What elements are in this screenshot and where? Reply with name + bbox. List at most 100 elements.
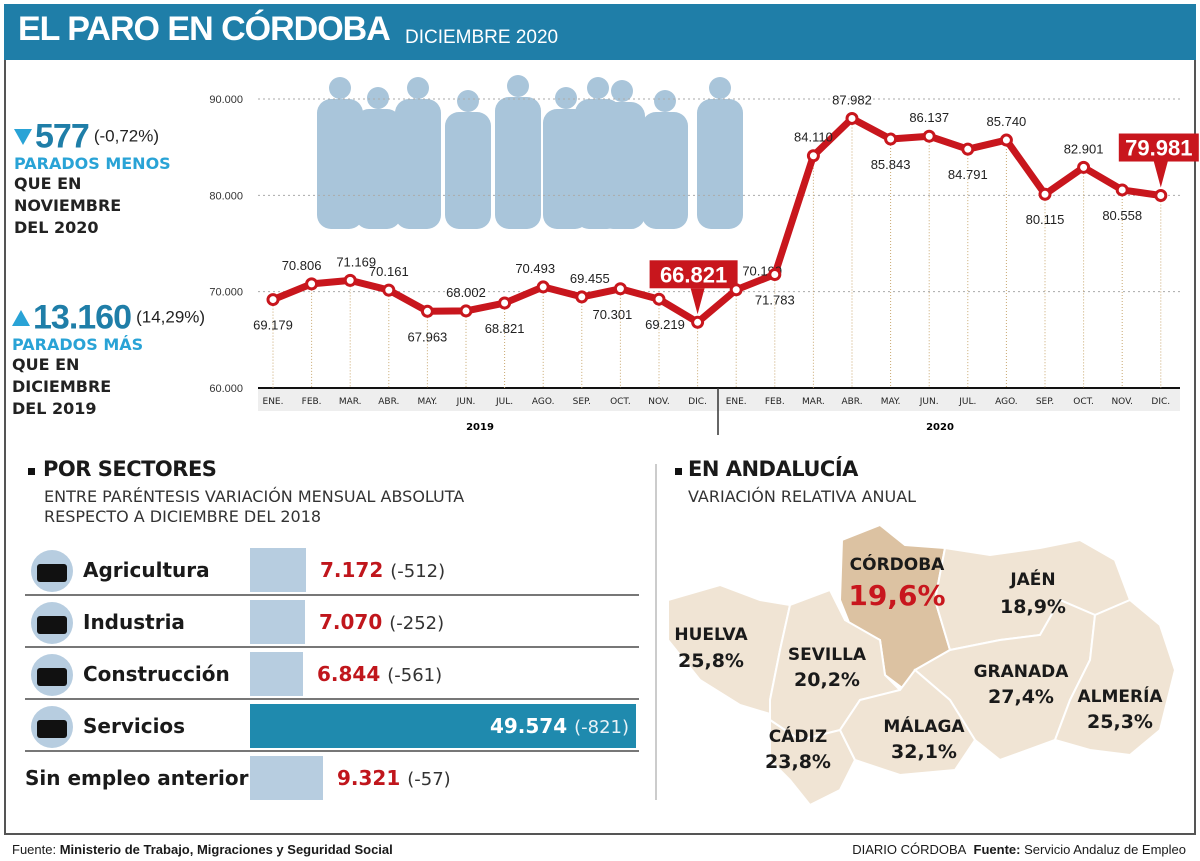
person-body [317, 99, 363, 229]
data-point [498, 296, 512, 310]
footer-source-right: DIARIO CÓRDOBA Fuente: Servicio Andaluz … [852, 842, 1186, 857]
data-label: 84.110 [794, 130, 833, 145]
x-tick-label: SEP. [573, 397, 591, 407]
x-tick-label: ENE. [263, 397, 284, 407]
province-name: MÁLAGA [883, 715, 965, 737]
sector-bar [250, 600, 305, 644]
data-label: 80.558 [1102, 208, 1142, 223]
bullet-icon [675, 468, 682, 475]
province-value: 18,9% [1000, 596, 1066, 618]
person-body [445, 112, 491, 229]
highlight-pointer [1153, 161, 1168, 188]
sector-row: Agricultura 7.172 (-512) [25, 546, 639, 596]
person-body [495, 97, 541, 229]
x-tick-label: JUL. [958, 397, 976, 407]
x-tick-label: AGO. [532, 397, 555, 407]
stat-yearly: 13.160 (14,29%) PARADOS MÁS QUE EN DICIE… [12, 299, 205, 420]
header-banner [4, 4, 1196, 60]
sectors-subtitle: RESPECTO A DICIEMBRE DEL 2018 [44, 507, 322, 526]
sector-label: Construcción [83, 662, 230, 686]
province-name: ALMERÍA [1077, 685, 1163, 707]
data-point [1038, 187, 1052, 201]
person-head [329, 77, 351, 99]
x-tick-label: SEP. [1036, 397, 1054, 407]
stat-line: PARADOS MÁS [12, 335, 144, 354]
person-body [697, 99, 743, 229]
stat-line: DICIEMBRE [12, 377, 112, 396]
data-point [845, 111, 859, 125]
data-point [729, 283, 743, 297]
sector-value: 6.844 (-561) [317, 662, 443, 686]
data-point [459, 304, 473, 318]
stat-value: 577 [35, 117, 90, 156]
data-point [1115, 183, 1129, 197]
data-line [271, 114, 1162, 326]
people-silhouettes-icon [317, 75, 743, 229]
divider [655, 464, 657, 800]
data-point [575, 290, 589, 304]
sector-row: Servicios 49.574 (-821) [25, 702, 639, 752]
sector-row: Sin empleo anterior 9.321 (-57) [25, 754, 639, 804]
andalucia-subtitle: VARIACIÓN RELATIVA ANUAL [688, 487, 917, 506]
data-label: 84.791 [948, 167, 988, 182]
sector-bar [250, 756, 323, 800]
sector-label: Agricultura [83, 558, 210, 582]
andalucia-heading: EN ANDALUCÍA [675, 457, 858, 481]
province-value: 32,1% [891, 741, 957, 763]
person-head [457, 90, 479, 112]
data-point [652, 292, 666, 306]
person-head [407, 77, 429, 99]
data-point [884, 132, 898, 146]
person-body [395, 99, 441, 229]
data-label: 67.963 [408, 329, 448, 344]
truck-icon [31, 706, 73, 748]
x-tick-label: OCT. [1073, 397, 1094, 407]
province-name: HUELVA [674, 625, 748, 645]
stat-value: 13.160 [33, 298, 132, 337]
data-label: 82.901 [1064, 141, 1104, 156]
stat-line: PARADOS MENOS [14, 154, 171, 173]
stat-line: QUE EN [12, 355, 80, 374]
y-tick-label: 90.000 [209, 94, 243, 106]
arrow-down-icon [14, 128, 32, 145]
x-tick-label: MAR. [802, 397, 825, 407]
stat-percent: (14,29%) [136, 307, 206, 327]
person-head [587, 77, 609, 99]
province-value: 19,6% [848, 579, 945, 612]
sector-bar [250, 652, 303, 696]
province-shape [838, 668, 977, 777]
stat-line: DEL 2019 [12, 399, 97, 418]
sector-row: Construcción 6.844 (-561) [25, 650, 639, 700]
data-point [420, 304, 434, 318]
person-body [355, 109, 401, 229]
stat-percent: (-0,72%) [93, 126, 160, 146]
year-label: 2020 [926, 422, 954, 433]
x-tick-label: OCT. [610, 397, 631, 407]
sector-label: Servicios [83, 714, 186, 738]
data-point [613, 282, 627, 296]
sector-value: 7.172 (-512) [320, 558, 446, 582]
x-tick-label: DIC. [688, 397, 707, 407]
data-point [922, 129, 936, 143]
data-label: 80.115 [1026, 212, 1065, 227]
sectors-heading: POR SECTORES [28, 457, 217, 481]
data-point [1154, 189, 1168, 203]
sector-value: 9.321 (-57) [337, 766, 451, 790]
x-tick-label: MAY. [881, 397, 901, 407]
x-tick-label: ENE. [726, 397, 747, 407]
person-head [654, 90, 676, 112]
province-value: 20,2% [794, 669, 860, 691]
person-body [599, 102, 645, 229]
data-label: 70.493 [515, 261, 555, 276]
person-head [709, 77, 731, 99]
province-name: GRANADA [974, 662, 1070, 682]
page-subtitle: DICIEMBRE 2020 [405, 27, 559, 48]
data-label: 69.219 [645, 317, 685, 332]
data-label: 71.783 [755, 292, 795, 307]
province-name: CÁDIZ [769, 725, 827, 747]
data-point [536, 280, 550, 294]
province-shape [1053, 598, 1177, 757]
x-tick-label: MAY. [418, 397, 438, 407]
x-tick-label: ABR. [378, 397, 399, 407]
